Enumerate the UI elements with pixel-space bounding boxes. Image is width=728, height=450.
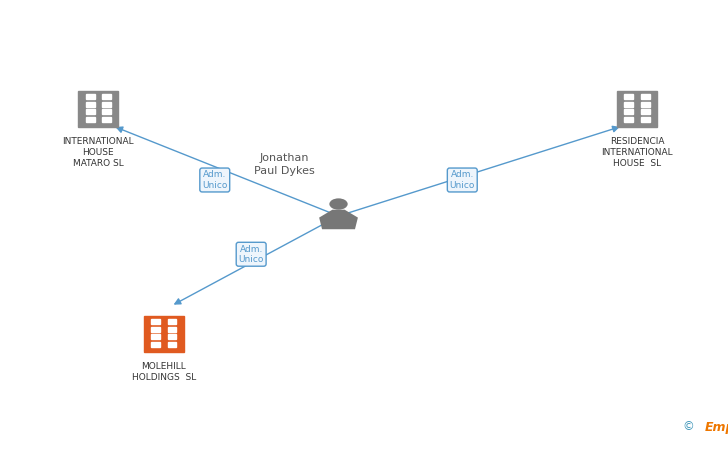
Text: Jonathan
Paul Dykes: Jonathan Paul Dykes: [253, 153, 314, 176]
Bar: [625, 102, 633, 107]
Bar: [151, 319, 160, 324]
Bar: [625, 109, 633, 114]
Text: Empresia: Empresia: [705, 421, 728, 434]
Text: MOLEHILL
HOLDINGS  SL: MOLEHILL HOLDINGS SL: [132, 362, 196, 382]
Bar: [167, 342, 176, 347]
Bar: [102, 117, 111, 122]
Bar: [625, 94, 633, 99]
Bar: [167, 327, 176, 332]
Bar: [86, 102, 95, 107]
Bar: [167, 334, 176, 339]
Bar: [79, 125, 118, 127]
Bar: [641, 94, 649, 99]
Bar: [167, 319, 176, 324]
Bar: [86, 94, 95, 99]
Text: INTERNATIONAL
HOUSE
MATARO SL: INTERNATIONAL HOUSE MATARO SL: [63, 137, 134, 168]
Bar: [144, 316, 183, 350]
Text: Adm.
Unico: Adm. Unico: [239, 244, 264, 264]
Bar: [151, 342, 160, 347]
Bar: [86, 109, 95, 114]
Text: RESIDENCIA
INTERNATIONAL
HOUSE  SL: RESIDENCIA INTERNATIONAL HOUSE SL: [601, 137, 673, 168]
Bar: [641, 109, 649, 114]
Bar: [79, 91, 118, 125]
Text: ©: ©: [684, 420, 703, 433]
Bar: [151, 327, 160, 332]
Bar: [641, 102, 649, 107]
Bar: [102, 94, 111, 99]
Bar: [625, 117, 633, 122]
Bar: [102, 109, 111, 114]
Bar: [102, 102, 111, 107]
Bar: [617, 91, 657, 125]
Circle shape: [329, 198, 348, 210]
Text: Adm.
Unico: Adm. Unico: [202, 170, 227, 190]
Bar: [151, 334, 160, 339]
Bar: [86, 117, 95, 122]
Bar: [641, 117, 649, 122]
Bar: [144, 350, 183, 352]
Bar: [617, 125, 657, 127]
Text: Adm.
Unico: Adm. Unico: [450, 170, 475, 190]
Polygon shape: [319, 210, 358, 229]
